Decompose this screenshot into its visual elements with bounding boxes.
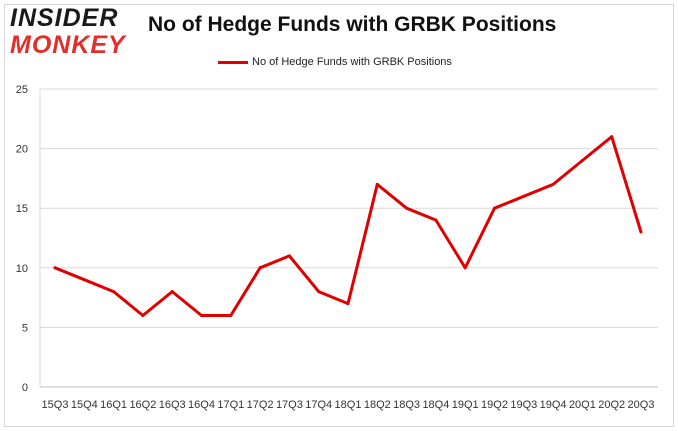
logo-line-2: MONKEY <box>10 31 126 59</box>
series-lines <box>53 135 643 317</box>
x-tick-label: 18Q2 <box>364 399 391 411</box>
data-point <box>112 290 116 294</box>
data-point <box>200 313 203 317</box>
x-axis-ticks: 15Q3 15Q4 16Q1 16Q2 16Q3 16Q4 17Q1 17Q2 17Q3 17Q4… <box>42 399 655 411</box>
y-tick-label: 10 <box>16 263 28 275</box>
x-tick-label: 19Q2 <box>481 399 508 411</box>
y-tick-label: 15 <box>16 203 28 215</box>
data-point <box>258 266 262 270</box>
x-tick-label: 17Q4 <box>305 399 332 411</box>
data-point <box>82 278 86 282</box>
legend-label: No of Hedge Funds with GRBK Positions <box>252 56 452 68</box>
logo-line-1: INSIDER <box>10 4 119 32</box>
data-point <box>463 266 467 270</box>
insider-monkey-logo: INSIDER MONKEY <box>10 6 130 58</box>
x-tick-label: 15Q4 <box>71 399 98 411</box>
x-tick-label: 18Q1 <box>335 399 362 411</box>
x-tick-label: 16Q4 <box>188 399 215 411</box>
x-tick-label: 16Q1 <box>100 399 127 411</box>
x-tick-label: 18Q4 <box>422 399 449 411</box>
data-point <box>317 290 321 294</box>
series-line-0 <box>53 135 643 317</box>
data-point <box>287 254 291 258</box>
chart-frame <box>4 4 674 427</box>
y-tick-label: 5 <box>22 322 28 334</box>
data-point <box>522 194 526 198</box>
data-point <box>551 182 555 186</box>
x-tick-label: 16Q3 <box>159 399 186 411</box>
y-tick-label: 0 <box>22 382 28 394</box>
chart-legend: No of Hedge Funds with GRBK Positions <box>218 55 452 69</box>
chart-title: No of Hedge Funds with GRBK Positions <box>148 13 557 36</box>
y-tick-label: 25 <box>16 84 28 96</box>
y-axis-ticks: 0 5 10 15 20 25 <box>16 84 28 394</box>
x-tick-label: 19Q1 <box>452 399 479 411</box>
x-tick-label: 20Q1 <box>569 399 596 411</box>
data-point <box>639 230 643 234</box>
gridlines <box>39 88 658 388</box>
y-tick-label: 20 <box>16 144 28 156</box>
x-tick-label: 20Q3 <box>628 399 655 411</box>
x-tick-label: 18Q3 <box>393 399 420 411</box>
data-point <box>580 159 584 163</box>
data-point <box>610 135 614 139</box>
x-tick-label: 19Q4 <box>540 399 567 411</box>
legend-swatch <box>218 60 248 64</box>
data-point <box>346 302 350 306</box>
x-tick-label: 16Q2 <box>129 399 156 411</box>
data-point <box>53 266 57 270</box>
data-point <box>434 218 438 222</box>
data-point <box>141 313 145 317</box>
x-tick-label: 19Q3 <box>510 399 537 411</box>
data-point <box>493 206 496 210</box>
x-tick-label: 20Q2 <box>598 399 625 411</box>
data-point <box>170 290 174 294</box>
data-point <box>375 182 379 186</box>
x-tick-label: 15Q3 <box>42 399 69 411</box>
data-point <box>405 206 409 210</box>
data-point <box>229 313 233 317</box>
x-tick-label: 17Q2 <box>247 399 274 411</box>
x-tick-label: 17Q3 <box>276 399 303 411</box>
x-tick-label: 17Q1 <box>217 399 244 411</box>
